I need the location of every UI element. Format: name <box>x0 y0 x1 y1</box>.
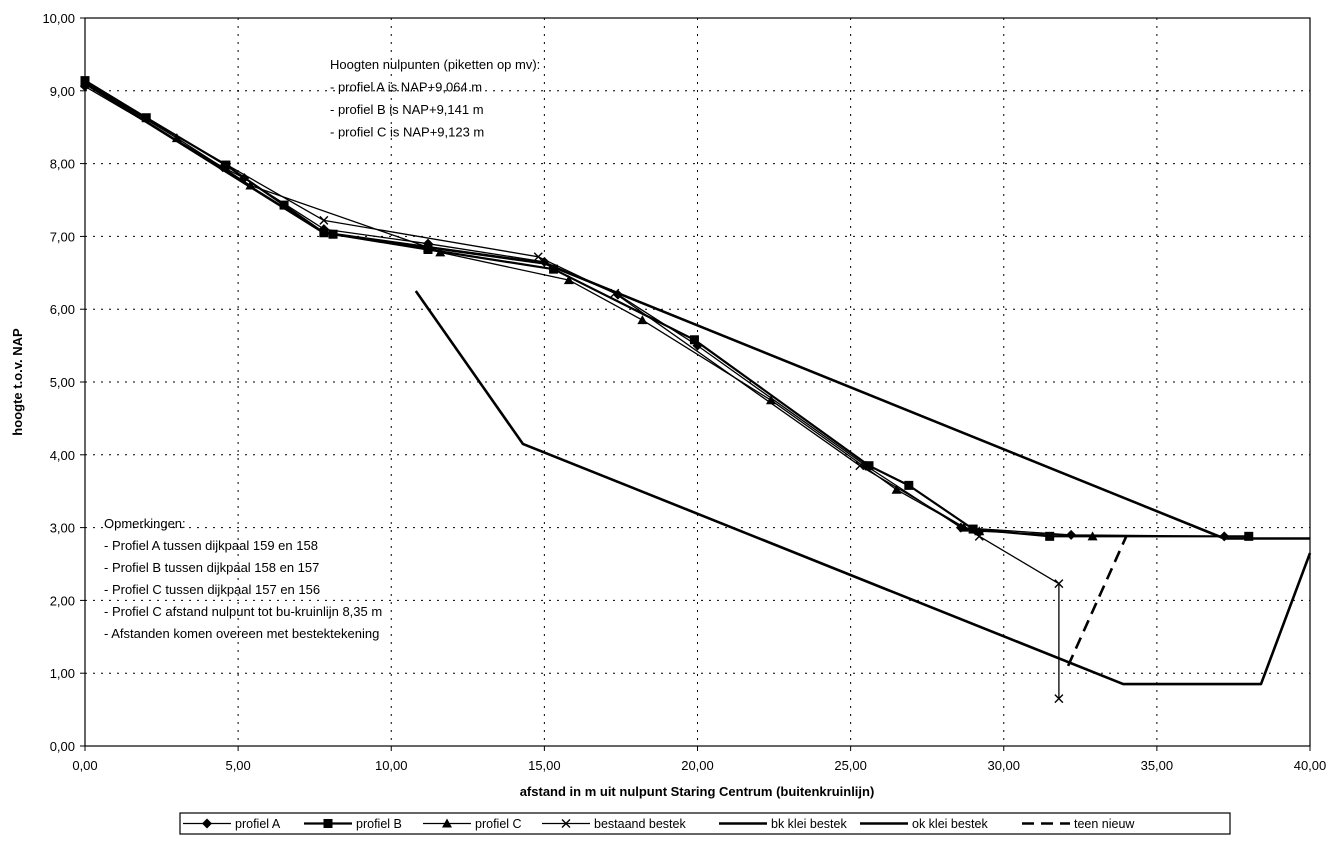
x-tick-label: 10,00 <box>375 758 408 773</box>
annotation-line: - profiel C is NAP+9,123 m <box>330 125 484 140</box>
y-tick-label: 9,00 <box>50 84 75 99</box>
data-point-profiel-B <box>141 113 151 123</box>
x-tick-label: 5,00 <box>225 758 250 773</box>
data-point-profiel-C <box>563 275 574 285</box>
y-tick-label: 8,00 <box>50 157 75 172</box>
series-line-ok-klei-bestek <box>414 290 1312 686</box>
remarks-annotation: Opmerkingen: - Profiel A tussen dijkpaal … <box>104 516 382 641</box>
data-point-bestaand-bestek <box>974 531 984 541</box>
data-point-profiel-B <box>279 200 289 210</box>
y-axis-title: hoogte t.o.v. NAP <box>10 328 25 436</box>
legend-label: teen nieuw <box>1074 817 1135 831</box>
legend-label: bk klei bestek <box>771 817 847 831</box>
annotation-line: - Profiel B tussen dijkpaal 158 en 157 <box>104 560 319 575</box>
x-axis-title: afstand in m uit nulpunt Staring Centrum… <box>520 784 875 799</box>
data-point-bestaand-bestek <box>855 461 865 471</box>
legend-marker <box>323 819 333 828</box>
data-point-profiel-C <box>1087 531 1098 541</box>
data-point-profiel-B <box>1244 531 1254 541</box>
y-tick-label: 2,00 <box>50 593 75 608</box>
y-tick-label: 0,00 <box>50 739 75 754</box>
x-tick-label: 20,00 <box>681 758 714 773</box>
data-point-profiel-B <box>221 160 231 170</box>
data-point-profiel-B <box>689 335 699 345</box>
annotation-line: - Afstanden komen overeen met bestekteke… <box>104 626 379 641</box>
y-tick-label: 10,00 <box>42 11 75 26</box>
legend-marker <box>442 818 452 828</box>
annotation-line: - profiel B is NAP+9,141 m <box>330 102 484 117</box>
data-point-bestaand-bestek <box>533 252 543 262</box>
x-tick-label: 35,00 <box>1141 758 1174 773</box>
legend-box <box>179 812 1231 835</box>
annotation-line: - profiel A is NAP+9,064 m <box>330 80 482 95</box>
grid-lines <box>85 18 1310 746</box>
legend-marker <box>202 818 212 829</box>
tick-labels: 0,00 5,00 10,00 15,00 20,00 25,00 30,00 35,00 40… <box>42 11 1326 773</box>
x-tick-label: 25,00 <box>834 758 867 773</box>
annotation-line: - Profiel C afstand nulpunt tot bu-kruin… <box>104 604 382 619</box>
data-point-profiel-B <box>1045 531 1055 541</box>
heights-annotation: Hoogten nulpunten (piketten op mv): - pro… <box>330 57 540 140</box>
data-point-profiel-B <box>968 524 978 534</box>
y-tick-label: 6,00 <box>50 302 75 317</box>
annotation-line: - Profiel A tussen dijkpaal 159 en 158 <box>104 538 318 553</box>
legend-marker <box>561 819 571 828</box>
data-point-profiel-B <box>864 461 874 471</box>
legend-label: bestaand bestek <box>594 817 686 831</box>
data-point-bestaand-bestek <box>1054 579 1064 589</box>
x-tick-label: 15,00 <box>528 758 561 773</box>
x-tick-label: 40,00 <box>1294 758 1327 773</box>
y-tick-label: 5,00 <box>50 375 75 390</box>
x-tick-label: 30,00 <box>987 758 1020 773</box>
legend-label: profiel C <box>475 817 522 831</box>
y-tick-label: 3,00 <box>50 521 75 536</box>
x-tick-label: 0,00 <box>72 758 97 773</box>
series-line-teen-nieuw <box>1066 535 1128 667</box>
data-point-bestaand-bestek <box>1054 694 1064 704</box>
y-tick-label: 7,00 <box>50 229 75 244</box>
annotation-line: Opmerkingen: <box>104 516 186 531</box>
data-point-profiel-C <box>891 484 902 494</box>
data-point-bestaand-bestek <box>319 215 329 225</box>
series-line-bestaand-bestek <box>84 82 1060 699</box>
legend-label: ok klei bestek <box>912 817 988 831</box>
annotation-line: Hoogten nulpunten (piketten op mv): <box>330 57 540 72</box>
legend-label: profiel B <box>356 817 402 831</box>
data-point-profiel-C <box>637 315 648 325</box>
y-tick-label: 1,00 <box>50 666 75 681</box>
data-point-profiel-B <box>549 264 559 274</box>
annotation-line: - Profiel C tussen dijkpaal 157 en 156 <box>104 582 320 597</box>
legend-label: profiel A <box>235 817 281 831</box>
data-point-profiel-C <box>435 247 446 257</box>
data-point-profiel-B <box>904 480 914 490</box>
legend: profiel A profiel B profiel C bestaand best… <box>179 812 1231 835</box>
series-line-bk-klei-bestek <box>84 82 1310 540</box>
y-tick-label: 4,00 <box>50 448 75 463</box>
series-line-profiel-B <box>84 79 1249 538</box>
series-layer <box>80 76 1312 704</box>
